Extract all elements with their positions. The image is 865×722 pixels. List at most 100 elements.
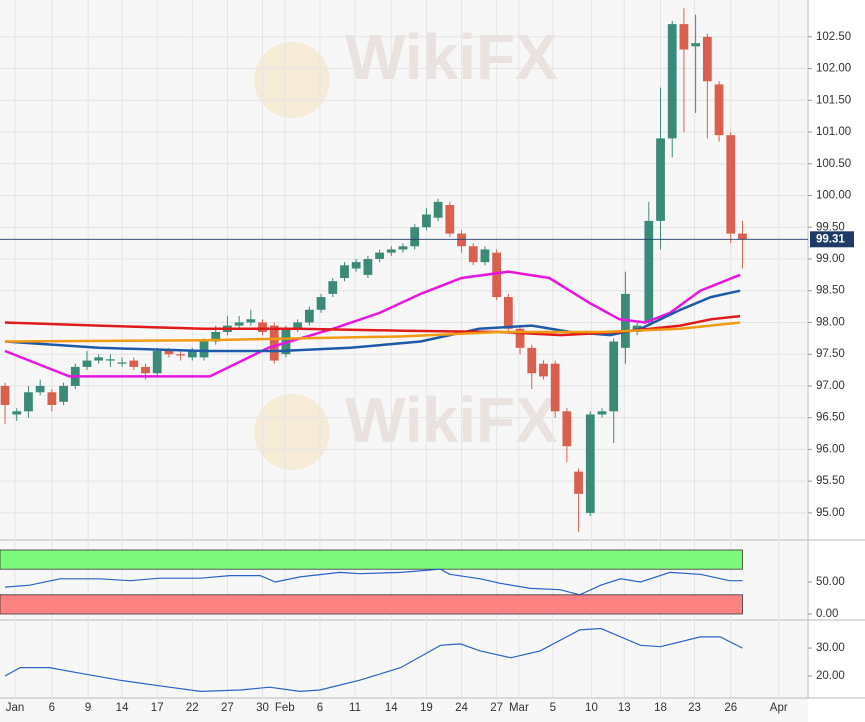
last-price-label: 99.31 [816,233,845,245]
candle-body [0,385,10,405]
candle-body [59,385,68,402]
y-tick-label: 101.50 [816,94,851,106]
band [0,594,743,615]
candle-body [211,331,221,342]
candle-body [363,258,373,275]
x-tick-label: 30 [256,702,269,714]
x-tick-label: Feb [275,702,295,714]
candle-body [12,411,22,415]
candle-body [152,351,162,374]
y-tick-label: 102.00 [816,63,851,75]
y-tick-label: 96.00 [816,443,845,455]
band [0,549,743,570]
x-tick-label: 26 [724,702,737,714]
candle-body [515,328,525,348]
candle-body [679,24,689,50]
candle-body [117,362,127,364]
y-tick-label: 100.00 [816,190,851,202]
x-tick-label: 9 [85,702,91,714]
candle-body [24,392,33,412]
candle-body [738,233,747,240]
x-tick-label: Apr [770,702,788,714]
x-tick-label: 13 [618,702,631,714]
line [4,270,741,378]
candle-body [351,262,361,269]
candle-body [105,359,115,361]
candle-body [386,249,396,253]
candle-body [550,363,560,412]
line [4,568,743,596]
x-tick-label: 6 [317,702,323,714]
candle-body [585,414,595,513]
watermark-logo [254,42,330,118]
candle-body [422,214,431,228]
x-tick-label: Mar [509,702,529,714]
candle-body [527,347,537,374]
x-tick-label: 14 [385,702,398,714]
candle-body [667,24,677,139]
candle-body [164,351,174,355]
candle-body [234,322,244,326]
y-tick-label: 100.50 [816,158,851,170]
candle-body [609,341,619,412]
y-tick-label: 99.50 [816,221,845,233]
y-tick-label: 50.00 [816,576,845,588]
candle-body [714,84,724,136]
candle-body [410,227,420,247]
candle-body [187,351,197,358]
y-tick-label: 98.00 [816,316,845,328]
y-tick-label: 97.50 [816,348,845,360]
candle-body [293,322,303,329]
candle-body [375,252,384,259]
y-tick-label: 98.50 [816,285,845,297]
watermark: WikiFX [345,21,558,93]
watermark-logo [254,394,330,470]
y-tick-label: 97.00 [816,380,845,392]
candle-body [562,411,572,447]
candle-body [304,309,314,323]
y-tick-label: 96.50 [816,412,845,424]
candle-body [129,360,139,367]
candle-body [480,249,490,263]
line [4,321,741,343]
y-tick-label: 20.00 [816,670,845,682]
candle-body [644,220,654,323]
candle-body [176,354,185,356]
candle-body [503,297,513,329]
candle-body [398,246,408,250]
x-tick-label: 14 [116,702,129,714]
candle-body [574,471,583,494]
line [4,627,743,693]
candle-body [269,325,279,361]
y-tick-label: 30.00 [816,642,845,654]
candle-body [597,411,607,415]
candle-body [340,265,349,279]
x-tick-label: 5 [550,702,556,714]
candle-body [82,360,92,367]
candle-body [258,322,267,332]
y-tick-label: 102.50 [816,31,851,43]
candle-body [457,233,466,247]
x-tick-label: 22 [186,702,199,714]
candle-body [246,319,256,323]
watermark: WikiFX [345,384,558,456]
x-tick-label: 19 [420,702,433,714]
x-tick-label: 17 [151,702,164,714]
x-tick-label: 27 [221,702,234,714]
x-tick-label: 11 [349,702,361,714]
y-tick-label: 99.00 [816,253,845,265]
y-tick-label: 101.00 [816,126,851,138]
y-tick-label: 0.00 [816,608,838,620]
x-tick-label: Jan [6,702,25,714]
candle-body [433,201,443,218]
line [4,289,741,353]
candle-body [726,135,736,234]
last-price-box [810,231,854,248]
candle-body [656,138,665,221]
candle-body [691,43,701,47]
x-tick-label: 27 [490,702,503,714]
x-tick-label: 23 [688,702,701,714]
candle-body [702,36,712,82]
candle-body [199,341,209,358]
